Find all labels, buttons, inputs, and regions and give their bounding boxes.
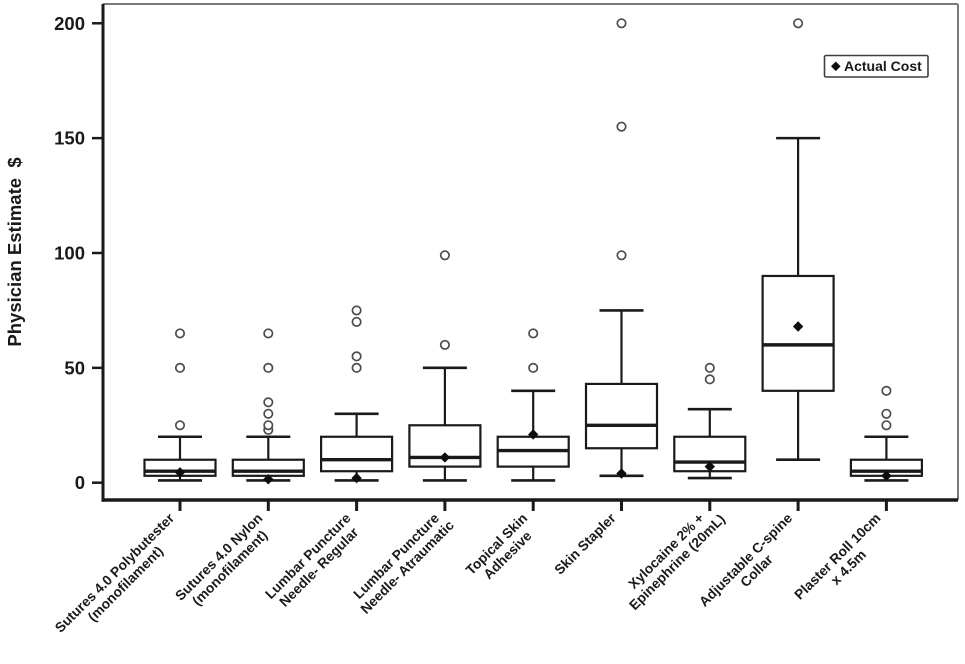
outlier-dot (616, 250, 627, 261)
y-tick-label: 100 (54, 242, 85, 263)
outlier-dot (528, 362, 539, 373)
outlier-dot (351, 305, 362, 316)
x-tick-label-lumbar-puncture-needle-atraumatic: Lumbar PunctureNeedle- Atraumatic (347, 506, 457, 616)
actual-cost-diamond (792, 321, 804, 332)
outlier-dot (351, 351, 362, 362)
actual-cost-diamond (528, 429, 539, 440)
boxplot-skin-stapler (584, 18, 659, 479)
legend-label: Actual Cost (844, 58, 922, 74)
outlier-dot (793, 18, 804, 29)
y-tick-label: 0 (75, 472, 85, 493)
y-tick-label: 200 (54, 13, 85, 34)
outlier-dot (616, 121, 627, 132)
outlier-dot (174, 328, 186, 339)
box-rect (761, 274, 835, 392)
outlier-dot (351, 316, 362, 327)
outlier-dot (528, 328, 539, 339)
outlier-dot (263, 328, 274, 339)
outlier-dot (881, 420, 892, 431)
x-tick-label-topical-skin-adhesive: Topical SkinAdhesive (463, 511, 541, 589)
actual-cost-diamond (704, 461, 715, 472)
actual-cost-diamond (439, 452, 451, 463)
outlier-dot (439, 250, 450, 261)
boxplot-sutures-4-0-polybutester-monofilament (143, 328, 217, 482)
outlier-dot (263, 420, 274, 431)
outlier-dot (881, 385, 892, 396)
x-tick-label-skin-stapler: Skin Stapler (552, 510, 619, 577)
boxplot-lumbar-puncture-needle-regular (320, 305, 394, 484)
plot-area: 0 50 100 150 200 Sutures 4.0 Polybutester(mon… (52, 3, 959, 646)
y-tick-label: 50 (64, 357, 85, 378)
boxplot-topical-skin-adhesive (496, 328, 570, 482)
outlier-dot (174, 420, 186, 431)
y-axis-title: Physician Estimate $ (4, 157, 25, 347)
box-rect (231, 458, 305, 477)
box-rect (584, 382, 659, 450)
outlier-dot (263, 362, 274, 373)
x-axis-ticks: Sutures 4.0 Polybutester(monofilament) Su… (52, 500, 895, 646)
outlier-dot (263, 408, 274, 419)
boxplot-plaster-roll-10cm-x-4-5m (849, 385, 924, 482)
outlier-dot (616, 18, 627, 29)
outlier-dot (351, 362, 362, 373)
box-rect (320, 435, 394, 473)
boxplot-sutures-4-0-nylon-monofilament (231, 328, 305, 485)
y-axis-ticks: 0 50 100 150 200 (54, 13, 103, 493)
x-tick-label-sutures-4-0-nylon-monofilament: Sutures 4.0 Nylon(monofilament) (172, 511, 276, 615)
legend-box (823, 54, 929, 78)
actual-cost-diamond (174, 467, 186, 478)
x-tick-label-plaster-roll-10cm-x-4-5m: Plaster Roll 10cmx 4.5m (792, 511, 895, 614)
outlier-dot (439, 339, 450, 350)
x-tick-label-sutures-4-0-polybutester-monofilament: Sutures 4.0 Polybutester(monofilament) (52, 510, 188, 646)
actual-cost-diamond (616, 468, 627, 479)
outlier-dot (263, 397, 274, 408)
actual-cost-diamond (881, 470, 892, 482)
legend-diamond-icon (831, 61, 841, 72)
actual-cost-diamond (263, 474, 274, 485)
outlier-dot (704, 374, 715, 385)
outlier-dot (174, 362, 186, 373)
boxplot-adjustable-c-spine-collar (761, 18, 835, 462)
y-tick-label: 150 (54, 128, 85, 149)
plot-frame (101, 3, 959, 502)
actual-cost-diamond (351, 472, 362, 484)
boxplot-lumbar-puncture-needle-atraumatic (408, 250, 482, 482)
outlier-dot (704, 362, 715, 373)
boxplot-xylocaine-2-epinephrine-20ml (673, 362, 747, 480)
x-tick-label-lumbar-puncture-needle-regular: Lumbar PunctureNeedle- Regular (262, 510, 365, 613)
outlier-dot (881, 408, 892, 419)
legend: Actual Cost (823, 54, 929, 78)
